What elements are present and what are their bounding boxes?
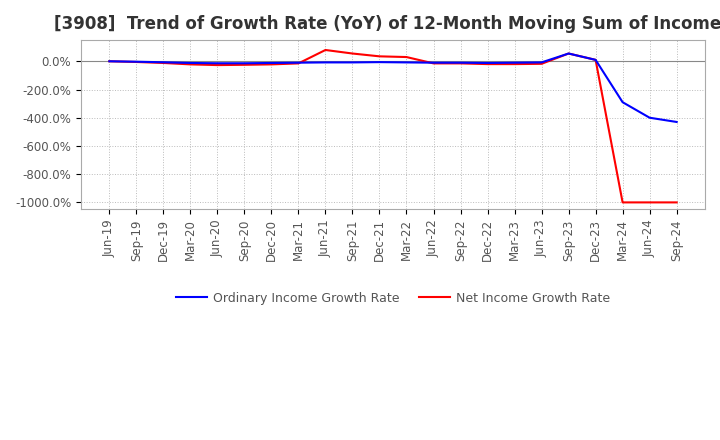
Ordinary Income Growth Rate [510,60,519,65]
Ordinary Income Growth Rate [348,60,357,65]
Net Income Growth Rate [591,57,600,62]
Ordinary Income Growth Rate [483,60,492,66]
Ordinary Income Growth Rate [564,51,573,56]
Ordinary Income Growth Rate [537,60,546,65]
Net Income Growth Rate [564,51,573,56]
Ordinary Income Growth Rate [429,60,438,65]
Net Income Growth Rate [672,200,681,205]
Ordinary Income Growth Rate [591,57,600,62]
Net Income Growth Rate [348,51,357,56]
Net Income Growth Rate [321,48,330,53]
Net Income Growth Rate [105,59,114,64]
Ordinary Income Growth Rate [618,99,627,105]
Ordinary Income Growth Rate [294,60,302,65]
Ordinary Income Growth Rate [267,60,276,66]
Net Income Growth Rate [267,62,276,67]
Net Income Growth Rate [456,61,465,66]
Net Income Growth Rate [537,61,546,66]
Net Income Growth Rate [294,61,302,66]
Ordinary Income Growth Rate [105,59,114,64]
Net Income Growth Rate [402,55,411,60]
Net Income Growth Rate [159,60,168,66]
Ordinary Income Growth Rate [645,115,654,121]
Net Income Growth Rate [132,59,140,65]
Ordinary Income Growth Rate [159,60,168,65]
Line: Ordinary Income Growth Rate: Ordinary Income Growth Rate [109,54,677,122]
Net Income Growth Rate [645,200,654,205]
Net Income Growth Rate [510,62,519,67]
Ordinary Income Growth Rate [186,60,194,66]
Ordinary Income Growth Rate [240,61,248,66]
Net Income Growth Rate [618,200,627,205]
Ordinary Income Growth Rate [672,119,681,125]
Title: [3908]  Trend of Growth Rate (YoY) of 12-Month Moving Sum of Incomes: [3908] Trend of Growth Rate (YoY) of 12-… [55,15,720,33]
Net Income Growth Rate [213,62,222,68]
Net Income Growth Rate [186,62,194,67]
Net Income Growth Rate [429,61,438,66]
Ordinary Income Growth Rate [132,59,140,64]
Legend: Ordinary Income Growth Rate, Net Income Growth Rate: Ordinary Income Growth Rate, Net Income … [171,287,615,310]
Net Income Growth Rate [375,54,384,59]
Net Income Growth Rate [240,62,248,67]
Ordinary Income Growth Rate [402,60,411,65]
Ordinary Income Growth Rate [321,60,330,65]
Ordinary Income Growth Rate [456,60,465,65]
Ordinary Income Growth Rate [375,59,384,65]
Ordinary Income Growth Rate [213,61,222,66]
Net Income Growth Rate [483,62,492,67]
Line: Net Income Growth Rate: Net Income Growth Rate [109,50,677,202]
